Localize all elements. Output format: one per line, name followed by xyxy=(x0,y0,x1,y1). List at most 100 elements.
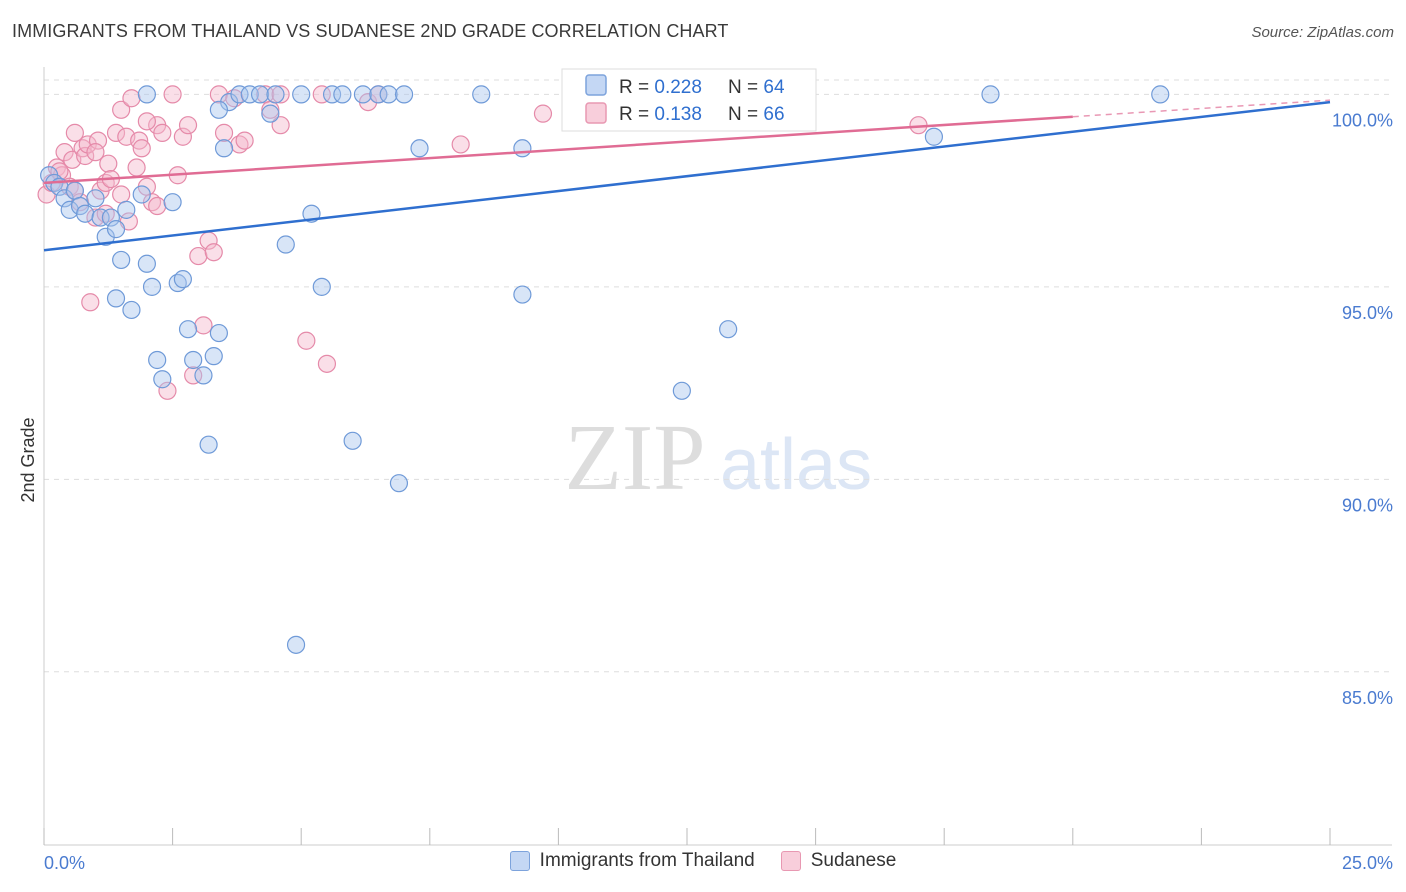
data-point xyxy=(343,431,362,450)
data-point xyxy=(163,193,182,212)
data-point xyxy=(132,185,151,204)
data-point xyxy=(178,320,198,339)
x-tick-label: 25.0% xyxy=(1342,853,1393,873)
data-point xyxy=(142,277,162,296)
data-point xyxy=(184,366,203,385)
data-point xyxy=(86,143,105,162)
data-point xyxy=(250,85,270,104)
y-tick-label: 95.0% xyxy=(1342,303,1393,323)
data-point xyxy=(86,208,105,227)
data-point xyxy=(235,131,254,150)
data-point xyxy=(214,139,234,158)
legend-label: Immigrants from Thailand xyxy=(539,850,755,871)
data-point xyxy=(122,89,141,108)
svg-text:R = 0.228: R = 0.228 xyxy=(619,77,702,98)
data-point xyxy=(106,220,126,239)
data-point xyxy=(209,323,228,343)
stats-n-value: 64 xyxy=(763,77,785,98)
data-point xyxy=(271,116,290,135)
series-sudanese xyxy=(37,85,928,400)
data-point xyxy=(86,189,105,208)
legend: Immigrants from Thailand Sudanese xyxy=(0,850,1406,872)
data-point xyxy=(148,350,167,370)
stats-n-label: N = xyxy=(728,104,763,125)
data-point xyxy=(1151,85,1170,104)
data-point xyxy=(292,85,311,104)
legend-swatch-pink xyxy=(780,851,801,871)
data-point xyxy=(199,435,218,454)
data-point xyxy=(65,123,84,142)
data-point xyxy=(106,289,126,308)
data-point xyxy=(178,116,198,135)
data-point xyxy=(112,100,131,119)
data-point xyxy=(317,354,337,373)
watermark-atlas: atlas xyxy=(720,425,872,505)
data-point xyxy=(672,381,691,400)
data-point xyxy=(297,331,316,350)
data-point xyxy=(76,204,95,223)
data-point xyxy=(230,85,249,104)
data-point xyxy=(312,85,331,104)
data-point xyxy=(204,243,223,262)
legend-item-sudanese[interactable]: Sudanese xyxy=(780,850,897,872)
data-point xyxy=(379,85,398,104)
data-point xyxy=(472,85,491,104)
watermark: ZIP atlas xyxy=(565,406,873,510)
data-point xyxy=(148,196,167,216)
stats-r-label: R = xyxy=(619,104,654,125)
data-point xyxy=(65,181,84,200)
stats-box: R = 0.228 N = 64 R = 0.138 N = 66 xyxy=(561,68,817,132)
legend-label: Sudanese xyxy=(810,850,897,871)
data-point xyxy=(276,235,295,254)
data-point xyxy=(173,127,192,146)
data-point xyxy=(266,85,285,104)
stats-r-value: 0.228 xyxy=(654,77,702,98)
data-point xyxy=(513,285,532,304)
y-tick-label: 90.0% xyxy=(1342,495,1393,515)
legend-item-thailand[interactable]: Immigrants from Thailand xyxy=(509,850,755,872)
data-point xyxy=(184,350,203,370)
data-point xyxy=(220,92,239,112)
data-point xyxy=(153,123,172,142)
data-point xyxy=(333,85,352,104)
axes xyxy=(43,67,1392,846)
data-point xyxy=(163,85,182,104)
data-point xyxy=(55,143,74,162)
data-point xyxy=(513,139,532,158)
data-point xyxy=(286,635,306,654)
data-point xyxy=(389,474,409,493)
data-point xyxy=(117,200,136,219)
data-point xyxy=(122,300,141,320)
data-point xyxy=(240,85,259,104)
data-point xyxy=(353,85,373,104)
data-point xyxy=(91,208,110,227)
y-tick-label: 85.0% xyxy=(1342,688,1393,708)
stats-n-label: N = xyxy=(728,77,763,98)
data-point xyxy=(137,85,156,104)
data-point xyxy=(101,208,120,227)
stats-swatch-blue xyxy=(585,74,607,96)
data-point xyxy=(158,381,177,400)
y-tick-label: 100.0% xyxy=(1332,110,1393,130)
data-point xyxy=(271,85,290,104)
trend-line-thailand xyxy=(43,100,1331,252)
data-point xyxy=(55,189,74,208)
tick-labels: 2nd Grade 100.0% 95.0% 90.0% 85.0% 0.0% 25.0% xyxy=(18,110,1393,873)
data-point xyxy=(88,131,108,150)
series-thailand xyxy=(40,85,1170,654)
data-point xyxy=(394,85,414,104)
stats-r-value: 0.138 xyxy=(654,104,702,125)
data-point xyxy=(924,127,944,146)
data-point xyxy=(194,366,213,385)
data-point xyxy=(312,277,331,296)
chart-title: IMMIGRANTS FROM THAILAND VS SUDANESE 2ND… xyxy=(12,21,729,41)
svg-text:R = 0.138: R = 0.138 xyxy=(619,104,702,125)
data-point xyxy=(132,139,151,158)
data-point xyxy=(261,104,280,123)
x-tick-label: 0.0% xyxy=(44,853,85,873)
data-point xyxy=(204,347,223,366)
stats-swatch-pink xyxy=(585,102,607,124)
data-point xyxy=(137,112,156,131)
data-point xyxy=(96,227,115,246)
